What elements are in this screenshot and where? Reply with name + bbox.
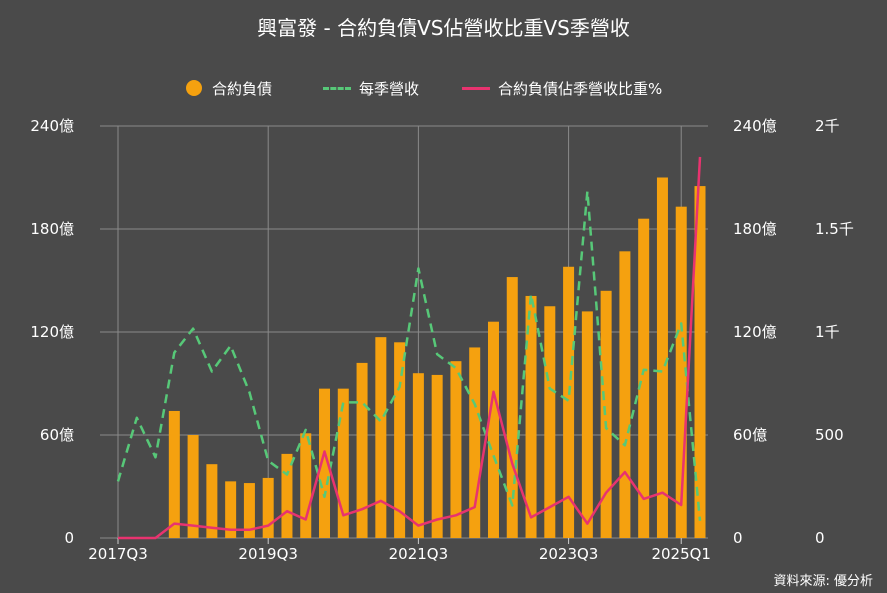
legend-item-quarterly-revenue[interactable]: 每季營收 [323,78,419,99]
x-tick-label: 2019Q3 [238,545,298,563]
chart-title: 興富發 - 合約負債VS佔營收比重VS季營收 [257,16,630,40]
x-tick-label: 2025Q1 [651,545,711,563]
source-note: 資料來源: 優分析 [773,574,873,589]
legend-dashed-line-icon [323,87,351,90]
y-right-inner-tick-label: 180億 [733,220,777,238]
bar-contract-liabilities [356,362,368,538]
bar-contract-liabilities [563,266,575,538]
x-tick-label: 2023Q3 [539,545,599,563]
y-left-tick-label: 180億 [30,220,74,238]
y-right-inner-tick-label: 120億 [733,323,777,341]
bar-contract-liabilities [619,251,631,539]
bar-contract-liabilities [487,321,499,538]
y-left-tick-label: 240億 [30,117,74,135]
y-right-outer-tick-label: 1.5千 [815,220,854,238]
bar-contract-liabilities [638,218,650,538]
y-left-tick-label: 0 [64,529,74,547]
legend-item-ratio[interactable]: 合約負債佔季營收比重% [462,78,662,99]
bar-contract-liabilities [525,295,537,538]
y-left-tick-label: 60億 [40,426,74,444]
y-left-tick-label: 120億 [30,323,74,341]
bar-contract-liabilities [394,342,406,538]
legend-label-line: 合約負債佔季營收比重% [498,80,663,98]
legend-label-bar: 合約負債 [212,80,273,98]
y-right-outer-tick-label: 1千 [815,323,840,341]
y-right-outer-tick-label: 500 [815,426,844,444]
y-right-outer-tick-label: 2千 [815,117,840,135]
bar-contract-liabilities [431,374,443,538]
legend-dot-icon [186,80,202,96]
x-tick-label: 2017Q3 [88,545,148,563]
bar-contract-liabilities [450,361,462,538]
bar-contract-liabilities [375,337,387,538]
series-line-quarterly-revenue [116,189,702,521]
bar-contract-liabilities [300,433,312,538]
legend-label-dash: 每季營收 [359,80,420,98]
bar-contract-liabilities [262,477,274,538]
chart-legend: 合約負債 每季營收 合約負債佔季營收比重% [0,78,887,100]
bar-contract-liabilities [656,177,668,538]
y-right-inner-tick-label: 240億 [733,117,777,135]
series-line-ratio [118,156,702,540]
bar-contract-liabilities [206,464,218,538]
bar-contract-liabilities [675,206,687,538]
bar-contract-liabilities [506,277,518,538]
bar-contract-liabilities [694,186,706,539]
bar-contract-liabilities [168,410,180,538]
bar-contract-liabilities [544,306,556,538]
bar-contract-liabilities [337,388,349,538]
legend-item-contract-liabilities[interactable]: 合約負債 [186,78,272,99]
legend-solid-line-icon [462,87,490,90]
bar-contract-liabilities [319,388,331,538]
bar-contract-liabilities [187,435,199,538]
y-right-inner-tick-label: 60億 [733,426,767,444]
bar-contract-liabilities [281,453,293,538]
y-right-outer-tick-label: 0 [815,529,825,547]
bar-contract-liabilities [469,347,481,538]
bar-contract-liabilities [243,483,255,538]
x-tick-label: 2021Q3 [389,545,449,563]
bar-contract-liabilities [581,311,593,538]
y-right-inner-tick-label: 0 [733,529,743,547]
bar-contract-liabilities [225,481,237,538]
bar-contract-liabilities [412,373,424,538]
